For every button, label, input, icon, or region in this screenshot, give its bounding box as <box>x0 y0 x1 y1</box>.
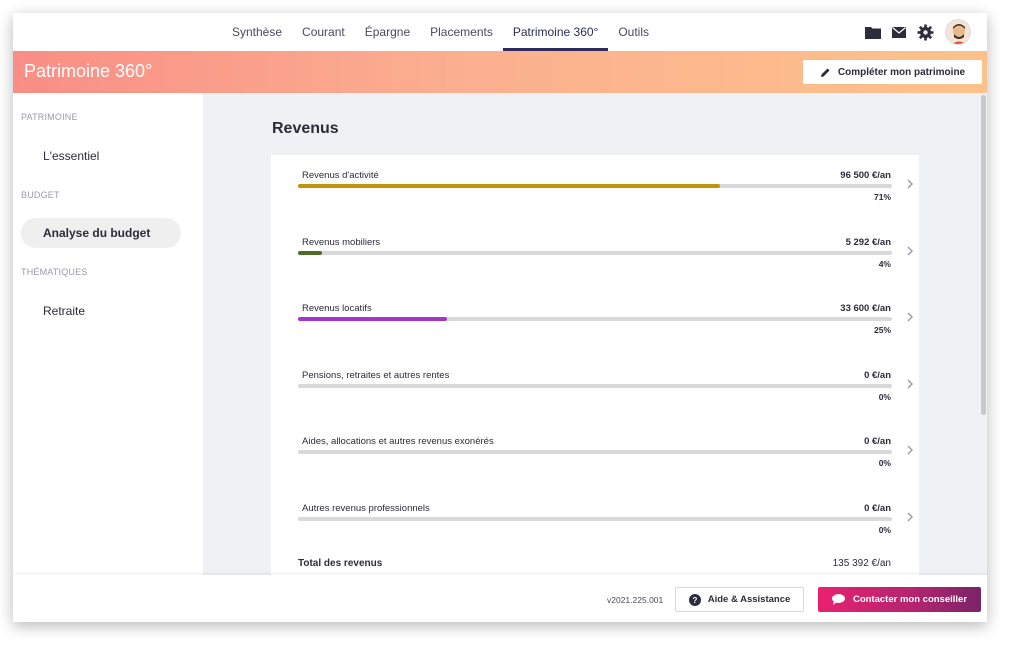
chevron-right-icon[interactable] <box>905 444 915 456</box>
top-nav: Synthèse Courant Épargne Placements Patr… <box>13 13 987 51</box>
sidebar-heading-thematiques: THÉMATIQUES <box>21 267 88 277</box>
chevron-right-icon[interactable] <box>905 178 915 190</box>
sidebar-heading-budget: BUDGET <box>21 190 60 200</box>
chevron-right-icon[interactable] <box>905 511 915 523</box>
revenue-progress-fill <box>298 184 720 188</box>
chevron-right-icon[interactable] <box>905 245 915 257</box>
revenue-row-amount: 5 292 €/an <box>845 236 891 248</box>
tab-patrimoine-360[interactable]: Patrimoine 360° <box>502 13 609 51</box>
help-button-label: Aide & Assistance <box>707 594 791 605</box>
revenue-row-label: Aides, allocations et autres revenus exo… <box>302 436 494 447</box>
revenue-row-label: Revenus locatifs <box>302 303 372 314</box>
revenue-row-label: Revenus mobiliers <box>302 236 381 248</box>
app-window: Synthèse Courant Épargne Placements Patr… <box>13 13 987 622</box>
footer: v2021.225.001 ? Aide & Assistance Contac… <box>13 575 987 622</box>
tab-courant[interactable]: Courant <box>302 25 345 39</box>
revenue-row-percent: 25% <box>873 325 891 335</box>
chat-icon <box>831 594 845 605</box>
scrollbar[interactable] <box>981 95 986 415</box>
revenue-progress-fill <box>298 317 447 321</box>
revenue-row[interactable]: Revenus locatifs 33 600 €/an 25% <box>271 303 919 363</box>
revenue-progress-bar <box>298 250 892 255</box>
complete-patrimoine-label: Compléter mon patrimoine <box>837 66 966 78</box>
revenue-row-label: Pensions, retraites et autres rentes <box>302 369 450 381</box>
total-amount: 135 392 €/an <box>832 558 891 569</box>
chevron-right-icon[interactable] <box>905 378 915 390</box>
revenue-row[interactable]: Aides, allocations et autres revenus exo… <box>271 436 919 496</box>
sidebar-heading-patrimoine: PATRIMOINE <box>21 112 78 122</box>
contact-advisor-label: Contacter mon conseiller <box>852 594 968 605</box>
page-title: Patrimoine 360° <box>24 61 153 81</box>
tab-epargne[interactable]: Épargne <box>364 25 411 39</box>
revenue-row[interactable]: Autres revenus professionnels 0 €/an 0% <box>271 503 919 563</box>
version-label: v2021.225.001 <box>607 595 664 605</box>
revenue-progress-bar <box>298 450 892 454</box>
sidebar-item-analyse-budget[interactable]: Analyse du budget <box>21 218 181 248</box>
page-banner: Patrimoine 360° Compléter mon patrimoine <box>13 51 987 93</box>
tab-outils[interactable]: Outils <box>618 25 650 39</box>
contact-advisor-button[interactable]: Contacter mon conseiller <box>818 587 981 612</box>
pencil-icon <box>820 68 830 77</box>
nav-icons <box>863 19 971 45</box>
revenus-card: Revenus d'activité 96 500 €/an 71% Revenus … <box>271 155 919 575</box>
revenue-progress-bar <box>298 317 892 321</box>
revenue-row-percent: 71% <box>873 192 891 202</box>
revenue-progress-bar <box>298 383 892 388</box>
complete-patrimoine-button[interactable]: Compléter mon patrimoine <box>803 60 982 84</box>
tab-placements[interactable]: Placements <box>430 25 493 39</box>
revenue-row[interactable]: Pensions, retraites et autres rentes 0 €/… <box>271 370 919 430</box>
revenue-row-percent: 4% <box>878 258 891 269</box>
revenue-progress-fill <box>298 250 322 255</box>
total-label: Total des revenus <box>298 558 383 569</box>
revenue-row-amount: 96 500 €/an <box>840 170 891 181</box>
gear-icon[interactable] <box>915 22 935 42</box>
revenue-row[interactable]: Revenus d'activité 96 500 €/an 71% <box>271 170 919 230</box>
revenue-progress-bar <box>298 184 892 188</box>
revenue-row-percent: 0% <box>878 458 891 468</box>
svg-text:?: ? <box>692 596 697 605</box>
avatar[interactable] <box>945 19 971 45</box>
revenue-row-percent: 0% <box>878 524 891 535</box>
revenue-row-amount: 0 €/an <box>864 502 891 514</box>
chevron-right-icon[interactable] <box>905 311 915 323</box>
section-title: Revenus <box>272 120 339 137</box>
revenue-row-label: Autres revenus professionnels <box>302 502 430 514</box>
revenue-row-percent: 0% <box>878 391 891 402</box>
mail-icon[interactable] <box>889 22 909 42</box>
sidebar: PATRIMOINE L'essentiel BUDGET Analyse du… <box>13 93 203 575</box>
main-tabs: Synthèse Courant Épargne Placements Patr… <box>222 13 659 51</box>
revenue-row-label: Revenus d'activité <box>302 170 379 181</box>
revenue-row[interactable]: Revenus mobiliers 5 292 €/an 4% <box>271 237 919 297</box>
revenue-row-amount: 0 €/an <box>864 369 891 381</box>
sidebar-item-essentiel[interactable]: L'essentiel <box>43 149 100 163</box>
sidebar-item-retraite[interactable]: Retraite <box>43 304 86 318</box>
tab-synthese[interactable]: Synthèse <box>232 25 283 39</box>
help-icon: ? <box>688 593 701 606</box>
revenue-row-amount: 0 €/an <box>864 436 891 447</box>
help-button[interactable]: ? Aide & Assistance <box>675 587 804 612</box>
main-content: Revenus Revenus d'activité 96 500 €/an 71%… <box>203 93 987 575</box>
revenue-row-amount: 33 600 €/an <box>840 303 891 314</box>
folder-icon[interactable] <box>863 22 883 42</box>
revenue-progress-bar <box>298 516 892 521</box>
